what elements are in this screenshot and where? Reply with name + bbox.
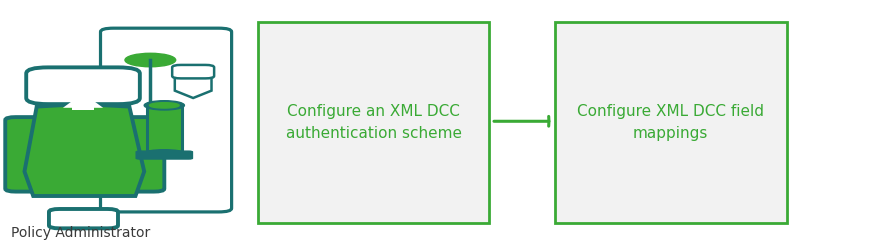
Ellipse shape: [125, 53, 176, 67]
FancyBboxPatch shape: [258, 22, 489, 223]
FancyBboxPatch shape: [101, 28, 232, 212]
FancyBboxPatch shape: [26, 67, 140, 104]
Text: Policy Administrator: Policy Administrator: [11, 226, 150, 240]
Ellipse shape: [144, 150, 184, 157]
FancyBboxPatch shape: [555, 22, 787, 223]
FancyBboxPatch shape: [49, 209, 118, 228]
FancyBboxPatch shape: [147, 105, 182, 153]
Text: Configure XML DCC field
mappings: Configure XML DCC field mappings: [578, 104, 764, 141]
FancyBboxPatch shape: [172, 65, 214, 78]
Ellipse shape: [149, 103, 179, 108]
FancyBboxPatch shape: [5, 117, 51, 192]
Text: Configure an XML DCC
authentication scheme: Configure an XML DCC authentication sche…: [286, 104, 461, 141]
FancyBboxPatch shape: [135, 150, 193, 160]
Ellipse shape: [144, 101, 184, 110]
Polygon shape: [63, 93, 103, 108]
FancyBboxPatch shape: [72, 91, 94, 110]
Polygon shape: [24, 104, 144, 196]
FancyBboxPatch shape: [119, 117, 164, 192]
